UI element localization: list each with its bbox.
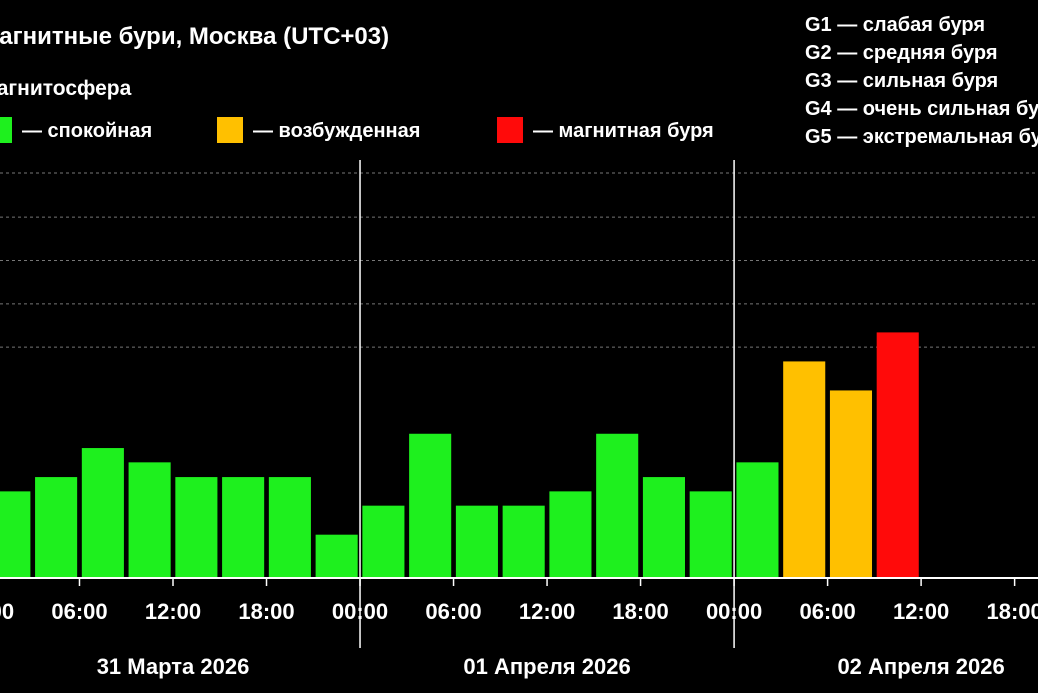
legend-swatch [0, 117, 12, 143]
chart-subtitle: Магнитосфера [0, 77, 132, 100]
day-label: 02 Апреля 2026 [837, 654, 1004, 679]
bar [35, 477, 78, 578]
day-label: 31 Марта 2026 [97, 654, 250, 679]
bar [222, 477, 265, 578]
chart-title: Магнитные бури, Москва (UTC+03) [0, 23, 389, 50]
g-scale-item: G3 — сильная буря [805, 70, 998, 92]
day-label: 01 Апреля 2026 [463, 654, 630, 679]
legend-label: — возбужденная [253, 120, 420, 142]
bar [876, 332, 919, 578]
x-tick-label: 06:00 [51, 599, 107, 624]
bar [736, 462, 779, 578]
bar [362, 505, 405, 578]
x-tick-label: 18:00 [986, 599, 1038, 624]
legend-label: — магнитная буря [533, 120, 714, 142]
g-scale-item: G4 — очень сильная буря [805, 98, 1038, 120]
bar [689, 491, 732, 578]
g-scale-item: G5 — экстремальная буря [805, 126, 1038, 148]
bar [409, 433, 452, 578]
legend-swatch [217, 117, 243, 143]
x-tick-label: 00:00 [706, 599, 762, 624]
bar [128, 462, 171, 578]
g-scale-item: G1 — слабая буря [805, 14, 985, 36]
bar [549, 491, 592, 578]
x-tick-label: 06:00 [425, 599, 481, 624]
x-tick-label: 06:00 [799, 599, 855, 624]
bar [829, 390, 873, 578]
legend-label: — спокойная [22, 120, 152, 142]
bar [502, 505, 545, 578]
x-tick-label: 18:00 [612, 599, 668, 624]
bar [175, 477, 218, 578]
x-tick-label: 12:00 [893, 599, 949, 624]
bar [642, 477, 685, 578]
x-tick-label: 18:00 [238, 599, 294, 624]
x-tick-label: 12:00 [519, 599, 575, 624]
bar [268, 477, 311, 578]
bar [455, 505, 498, 578]
x-tick-label: 00:00 [332, 599, 388, 624]
g-scale-item: G2 — средняя буря [805, 42, 998, 64]
x-tick-label: 12:00 [145, 599, 201, 624]
bar [315, 534, 358, 578]
x-tick-label: 00:00 [0, 599, 14, 624]
bar [0, 491, 31, 578]
bar [783, 361, 826, 578]
legend-swatch [497, 117, 523, 143]
bar [81, 448, 124, 578]
bar [596, 433, 639, 578]
